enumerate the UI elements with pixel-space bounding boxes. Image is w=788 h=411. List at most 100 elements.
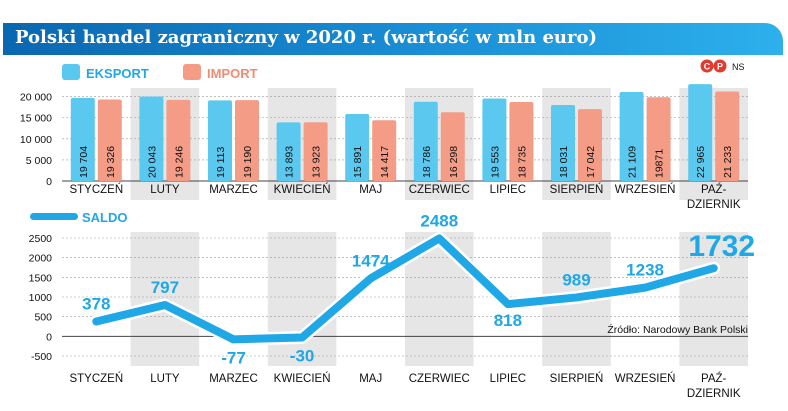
export-value-label: 19 553 <box>489 146 501 178</box>
import-value-label: 19871 <box>654 149 666 178</box>
saldo-value-label: 989 <box>562 270 590 289</box>
line-y-tick: -500 <box>31 351 52 363</box>
export-value-label: 18 786 <box>421 146 433 178</box>
category-label-top: KWIECIEŃ <box>274 183 331 196</box>
publisher-badge: C P NS <box>700 59 745 73</box>
export-bar <box>619 91 644 181</box>
export-bar <box>345 113 370 181</box>
category-label-bottom: LUTY <box>150 373 180 385</box>
import-value-label: 14 417 <box>379 146 391 178</box>
badge-c-icon <box>700 59 714 73</box>
export-bar <box>551 104 575 181</box>
title-banner: Polski handel zagraniczny w 2020 r. (war… <box>3 23 783 55</box>
category-label-top: PAŹ-DZIERNIK <box>687 183 741 211</box>
export-bar <box>413 101 438 181</box>
legend: EKSPORT IMPORT SALDO <box>30 64 258 225</box>
saldo-value-label: 1238 <box>626 261 664 280</box>
import-bar <box>166 99 191 181</box>
category-label-bottom: LIPIEC <box>490 373 526 385</box>
import-bar <box>578 109 602 181</box>
category-label-top: LUTY <box>150 184 180 196</box>
category-label-top: STYCZEŃ <box>69 183 123 196</box>
import-value-label: 17 042 <box>585 146 597 178</box>
export-value-label: 20 043 <box>146 146 158 178</box>
category-label-bottom: KWIECIEŃ <box>274 372 331 385</box>
bar-value-labels: 19 704 19 326 20 043 19 246 19 113 19 190 13 8… <box>78 146 734 178</box>
saldo-value-label: 2488 <box>420 211 458 230</box>
export-bar <box>688 84 713 181</box>
export-value-label: 19 113 <box>215 147 227 178</box>
import-bar <box>509 101 534 181</box>
export-bar <box>70 97 95 181</box>
line-y-ticks: 2500 2000 1500 1000 500 0 -500 <box>29 233 53 363</box>
import-bar <box>303 122 328 181</box>
import-value-label: 21 233 <box>722 146 734 178</box>
line-y-tick: 2500 <box>29 233 53 245</box>
import-bar <box>646 97 671 181</box>
category-label-bottom: STYCZEŃ <box>69 372 123 385</box>
legend-saldo-swatch <box>30 213 78 220</box>
legend-export-label: EKSPORT <box>86 66 149 81</box>
saldo-value-label: -30 <box>290 347 315 366</box>
bar-y-tick: 0 <box>46 176 52 188</box>
bar-series <box>70 84 740 181</box>
import-value-label: 16 298 <box>448 146 460 178</box>
saldo-value-label: 1732 <box>688 230 755 263</box>
source-note: Źródło: Narodowy Bank Polski <box>607 323 748 336</box>
line-y-tick: 2000 <box>29 253 53 265</box>
month-band-bottom <box>679 232 748 366</box>
import-bar <box>440 112 465 181</box>
category-label-top: SIERPIEŃ <box>550 183 604 196</box>
import-bar <box>97 99 122 181</box>
bar-y-tick: 15 000 <box>20 113 52 125</box>
category-label-top: LIPIEC <box>490 184 526 196</box>
saldo-series: 378 797 -77 -30 1474 2488 818 989 1238 1732 <box>82 211 755 367</box>
export-bar <box>482 98 507 181</box>
import-bar <box>235 100 259 181</box>
category-label-bottom: MAJ <box>359 373 382 385</box>
saldo-value-label: 818 <box>494 311 522 330</box>
legend-import-label: IMPORT <box>207 66 258 81</box>
import-value-label: 19 246 <box>173 146 185 178</box>
export-bar <box>276 122 301 181</box>
badge-p-icon <box>713 59 727 73</box>
export-value-label: 21 109 <box>627 146 639 178</box>
export-bar <box>208 100 232 181</box>
saldo-line <box>92 234 718 344</box>
category-label-top: WRZESIEŃ <box>615 183 676 196</box>
badge-p-letter: P <box>717 62 723 72</box>
category-label-bottom: CZERWIEC <box>409 373 470 385</box>
export-value-label: 19 704 <box>78 146 90 178</box>
category-labels: STYCZEŃ LUTY MARZEC KWIECIEŃ MAJ CZERWIEC LIPI… <box>69 183 740 400</box>
export-value-label: 13 893 <box>284 146 296 178</box>
bar-y-tick: 10 000 <box>20 134 52 146</box>
category-label-bottom: SIERPIEŃ <box>550 372 604 385</box>
bar-y-tick: 5 000 <box>26 155 52 167</box>
category-label-bottom: WRZESIEŃ <box>615 372 676 385</box>
legend-saldo-label: SALDO <box>82 210 128 225</box>
saldo-value-label: -77 <box>221 348 246 367</box>
line-y-tick: 1500 <box>29 272 53 284</box>
bar-y-tick: 20 000 <box>20 92 52 104</box>
badge-ns-text: NS <box>732 62 745 72</box>
import-value-label: 18 735 <box>516 146 528 178</box>
export-bar <box>139 96 164 181</box>
legend-import-swatch <box>183 64 201 80</box>
saldo-value-label: 1474 <box>352 251 390 270</box>
chart-title: Polski handel zagraniczny w 2020 r. (war… <box>15 27 597 48</box>
bar-y-ticks: 20 000 15 000 10 000 5 000 0 <box>20 92 52 188</box>
export-value-label: 18 031 <box>558 146 570 178</box>
line-y-tick: 0 <box>46 331 52 343</box>
export-value-label: 15 891 <box>352 146 364 178</box>
category-label-bottom: MARZEC <box>209 373 258 385</box>
export-value-label: 22 965 <box>695 146 707 178</box>
line-y-tick: 1000 <box>29 292 53 304</box>
import-value-label: 19 326 <box>105 146 117 178</box>
badge-c-letter: C <box>704 62 711 72</box>
import-value-label: 13 923 <box>311 146 323 178</box>
import-bar <box>372 120 397 181</box>
import-value-label: 19 190 <box>242 146 254 178</box>
category-label-top: MARZEC <box>209 184 258 196</box>
saldo-value-label: 378 <box>82 294 110 313</box>
